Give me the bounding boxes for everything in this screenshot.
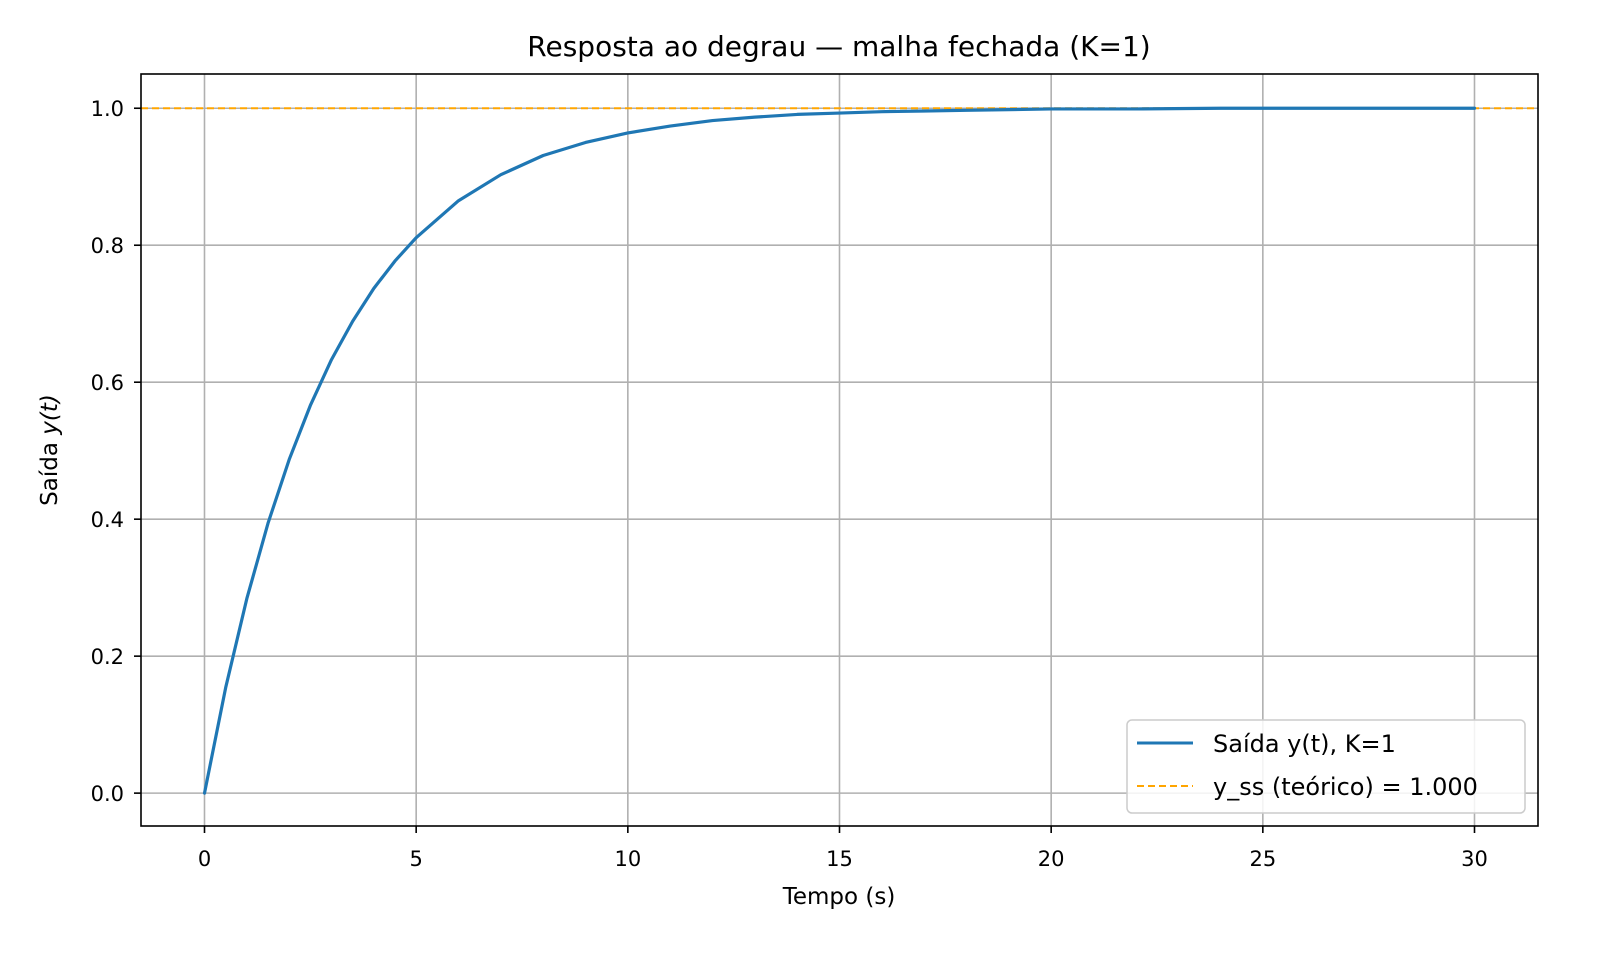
legend: Saída y(t), K=1 y_ss (teórico) = 1.000: [1126, 719, 1526, 814]
y-tick-label: 0.0: [91, 782, 124, 806]
y-tick-label: 0.2: [91, 645, 124, 669]
chart-title: Resposta ao degrau — malha fechada (K=1): [527, 30, 1150, 63]
x-tick-label: 10: [614, 847, 641, 871]
y-tick-label: 0.8: [91, 234, 124, 258]
x-tick-label: 0: [198, 847, 211, 871]
legend-box: [1126, 719, 1526, 814]
y-axis-label-math: y(t): [37, 394, 63, 436]
response-line: [202, 106, 1477, 795]
x-tick-label: 20: [1038, 847, 1065, 871]
y-axis-label-prefix: Saída: [37, 435, 63, 506]
x-axis-label: Tempo (s): [782, 884, 896, 910]
y-axis: 0.0 0.2 0.4 0.6 0.8 1.0: [91, 97, 141, 806]
y-tick-label: 0.6: [91, 371, 124, 395]
x-tick-label: 30: [1461, 847, 1488, 871]
y-tick-label: 1.0: [91, 97, 124, 121]
x-tick-label: 15: [826, 847, 853, 871]
legend-label-steady-state: y_ss (teórico) = 1.000: [1213, 773, 1478, 801]
legend-label-response: Saída y(t), K=1: [1213, 730, 1396, 758]
y-axis-label: Saída y(t): [37, 394, 63, 506]
y-tick-label: 0.4: [91, 508, 124, 532]
x-axis: 0 5 10 15 20 25 30: [198, 826, 1488, 871]
plot-area: [141, 106, 1538, 795]
x-tick-label: 5: [409, 847, 422, 871]
x-tick-label: 25: [1249, 847, 1276, 871]
